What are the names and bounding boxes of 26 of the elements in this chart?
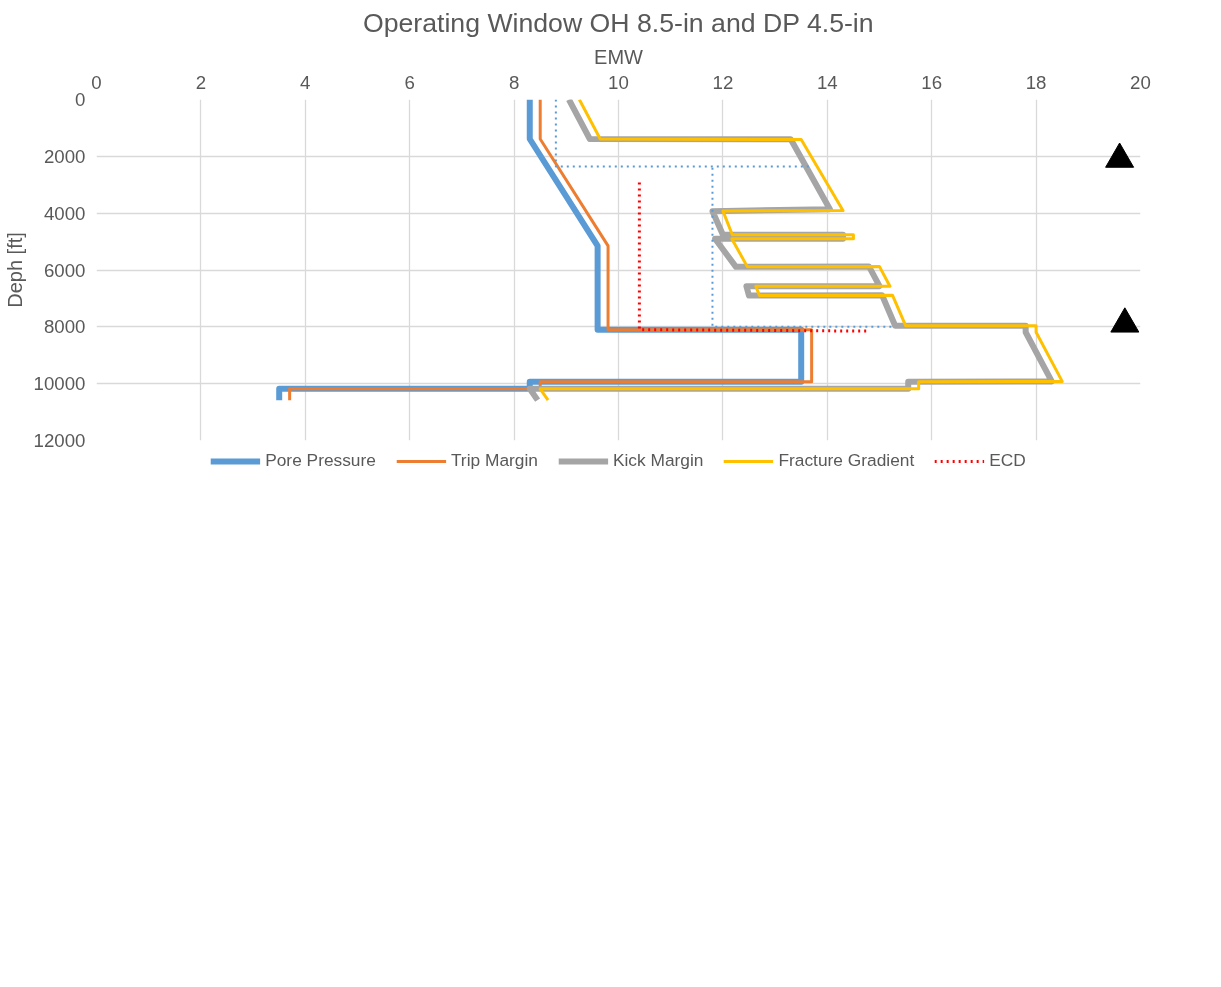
legend-label: Kick Margin: [612, 450, 704, 471]
x-tick-label: 4: [300, 71, 311, 93]
legend-label: Trip Margin: [450, 450, 538, 471]
y-tick-label: 6000: [44, 259, 86, 281]
y-tick-label: 10000: [33, 373, 86, 395]
y-tick-label: 8000: [44, 316, 86, 338]
x-tick-label: 10: [608, 71, 629, 93]
x-axis-title: EMW: [594, 45, 644, 68]
x-tick-label: 6: [404, 71, 415, 93]
y-tick-label: 2000: [44, 145, 86, 167]
x-tick-label: 16: [921, 71, 943, 93]
y-tick-label: 4000: [44, 202, 86, 224]
x-tick-label: 8: [508, 71, 520, 93]
x-tick-label: 18: [1025, 71, 1047, 93]
y-axis-title: Deph [ft]: [3, 232, 26, 308]
legend-label: Fracture Gradient: [778, 450, 915, 471]
x-tick-label: 14: [816, 71, 838, 93]
legend-label: Pore Pressure: [265, 450, 376, 471]
y-tick-label: 0: [75, 89, 86, 110]
x-tick-label: 2: [195, 71, 207, 93]
x-tick-label: 0: [91, 71, 102, 93]
y-tick-label: 12000: [33, 430, 86, 451]
x-tick-label: 12: [712, 71, 734, 93]
x-tick-label: 20: [1130, 71, 1151, 93]
legend-label: ECD: [989, 450, 1026, 471]
chart-title: Operating Window OH 8.5-in and DP 4.5-in: [362, 7, 874, 38]
